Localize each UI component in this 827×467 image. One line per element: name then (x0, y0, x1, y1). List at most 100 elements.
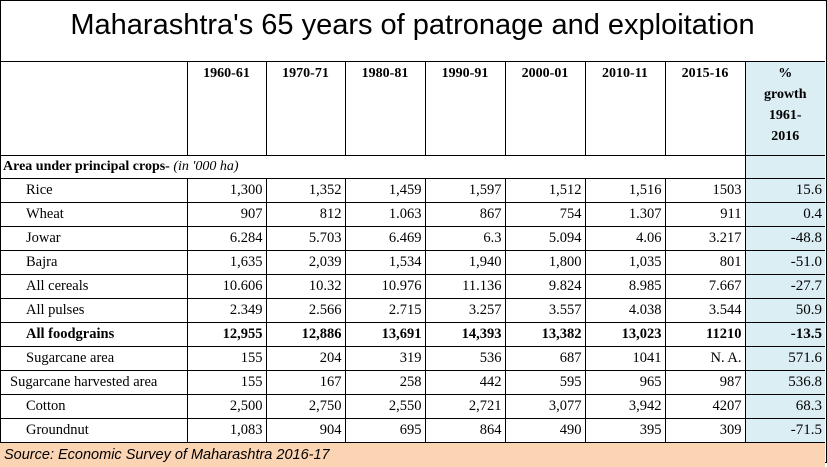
value-cell: 258 (345, 371, 425, 395)
value-cell: 1,516 (585, 179, 665, 203)
value-cell: 319 (345, 347, 425, 371)
crop-name-cell: All pulses (0, 299, 187, 323)
crop-name-cell: All foodgrains (0, 323, 187, 347)
value-cell: 1041 (585, 347, 665, 371)
value-cell: 2.715 (345, 299, 425, 323)
value-cell: 1,083 (187, 419, 266, 443)
column-header: 2015-16 (665, 62, 745, 156)
section-unit: (in '000 ha) (173, 159, 238, 174)
value-cell: 3.557 (505, 299, 585, 323)
value-cell: 167 (266, 371, 345, 395)
value-cell: 8.985 (585, 275, 665, 299)
value-cell: 13,023 (585, 323, 665, 347)
crop-area-table: 1960-61 1970-71 1980-81 1990-91 2000-01 … (0, 62, 825, 467)
value-cell: 1.307 (585, 203, 665, 227)
value-cell: 3.544 (665, 299, 745, 323)
value-cell: 1,940 (425, 251, 505, 275)
growth-header-line: 2016 (749, 126, 823, 147)
growth-cell: -48.8 (745, 227, 825, 251)
value-cell: 6.469 (345, 227, 425, 251)
growth-header-line: 1961- (749, 105, 823, 126)
growth-cell: 50.9 (745, 299, 825, 323)
growth-header-line: growth (749, 84, 823, 105)
value-cell: 687 (505, 347, 585, 371)
column-header: 1980-81 (345, 62, 425, 156)
value-cell: 155 (187, 347, 266, 371)
value-cell: 9.824 (505, 275, 585, 299)
value-cell: 3,942 (585, 395, 665, 419)
value-cell: 204 (266, 347, 345, 371)
value-cell: 1503 (665, 179, 745, 203)
section-row: Area under principal crops- (in '000 ha) (0, 156, 825, 179)
value-cell: 5.094 (505, 227, 585, 251)
growth-cell: 536.8 (745, 371, 825, 395)
value-cell: 10.976 (345, 275, 425, 299)
growth-cell: -71.5 (745, 419, 825, 443)
growth-cell: -51.0 (745, 251, 825, 275)
value-cell: 965 (585, 371, 665, 395)
value-cell: 2.349 (187, 299, 266, 323)
value-cell: N. A. (665, 347, 745, 371)
value-cell: 4.038 (585, 299, 665, 323)
crop-name-cell: All cereals (0, 275, 187, 299)
value-cell: 2,721 (425, 395, 505, 419)
value-cell: 2,550 (345, 395, 425, 419)
value-cell: 10.606 (187, 275, 266, 299)
value-cell: 1,512 (505, 179, 585, 203)
growth-cell: -27.7 (745, 275, 825, 299)
crop-name-cell: Wheat (0, 203, 187, 227)
value-cell: 14,393 (425, 323, 505, 347)
value-cell: 1,459 (345, 179, 425, 203)
value-cell: 4.06 (585, 227, 665, 251)
value-cell: 309 (665, 419, 745, 443)
value-cell: 1,352 (266, 179, 345, 203)
column-header: 2000-01 (505, 62, 585, 156)
value-cell: 155 (187, 371, 266, 395)
value-cell: 6.284 (187, 227, 266, 251)
source-row: Source: Economic Survey of Maharashtra 2… (0, 443, 825, 467)
value-cell: 1,800 (505, 251, 585, 275)
value-cell: 11.136 (425, 275, 505, 299)
value-cell: 3.217 (665, 227, 745, 251)
value-cell: 2.566 (266, 299, 345, 323)
growth-header-line: % (749, 63, 823, 84)
value-cell: 1,300 (187, 179, 266, 203)
section-title: Area under principal crops- (3, 159, 170, 174)
value-cell: 11210 (665, 323, 745, 347)
crop-name-cell: Sugarcane area (0, 347, 187, 371)
value-cell: 4207 (665, 395, 745, 419)
header-corner (0, 62, 187, 156)
value-cell: 13,691 (345, 323, 425, 347)
value-cell: 864 (425, 419, 505, 443)
section-label: Area under principal crops- (in '000 ha) (0, 156, 745, 179)
value-cell: 2,039 (266, 251, 345, 275)
column-header: 1970-71 (266, 62, 345, 156)
value-cell: 12,886 (266, 323, 345, 347)
value-cell: 754 (505, 203, 585, 227)
value-cell: 12,955 (187, 323, 266, 347)
value-cell: 801 (665, 251, 745, 275)
value-cell: 911 (665, 203, 745, 227)
value-cell: 10.32 (266, 275, 345, 299)
section-growth-cell (745, 156, 825, 179)
value-cell: 1,534 (345, 251, 425, 275)
value-cell: 490 (505, 419, 585, 443)
growth-cell: 571.6 (745, 347, 825, 371)
column-header: 1960-61 (187, 62, 266, 156)
crop-name-cell: Rice (0, 179, 187, 203)
page-title: Maharashtra's 65 years of patronage and … (0, 0, 825, 62)
value-cell: 442 (425, 371, 505, 395)
value-cell: 3.257 (425, 299, 505, 323)
growth-cell: 15.6 (745, 179, 825, 203)
value-cell: 987 (665, 371, 745, 395)
